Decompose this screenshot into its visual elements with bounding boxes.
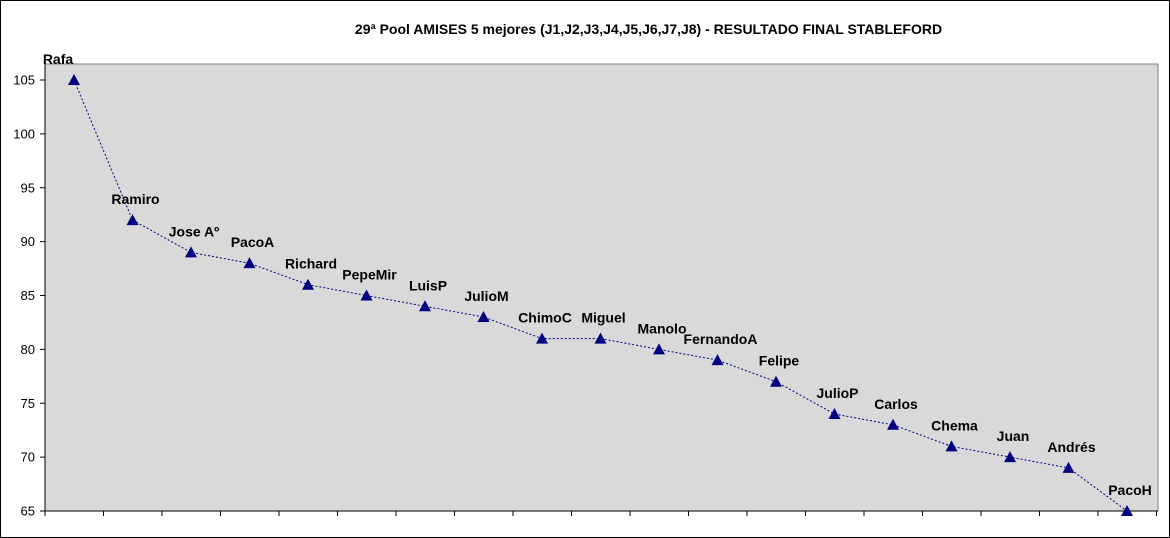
data-point-label: LuisP [409,277,447,293]
chart-title: 29ª Pool AMISES 5 mejores (J1,J2,J3,J4,J… [354,21,943,37]
data-point-label: Jose Aº [169,223,220,239]
plot-area [44,63,1159,512]
y-tick-label: 75 [21,396,35,411]
y-tick-label: 80 [21,342,35,357]
data-point-label: JulioM [464,288,508,304]
y-tick-label: 95 [21,180,35,195]
data-point-marker [945,440,958,452]
data-point-label: PepeMir [342,267,397,283]
data-point-label: Andrés [1047,439,1095,455]
y-tick-label: 90 [21,234,35,249]
data-point-marker [477,311,490,323]
y-tick-label: 105 [13,73,35,88]
data-point-marker [1121,505,1133,516]
data-point-marker [360,289,373,301]
data-point-label: Chema [931,417,978,433]
data-point-label: Miguel [581,310,625,326]
data-point-marker [302,278,314,290]
y-tick-label: 70 [21,450,35,465]
data-point-marker [1062,461,1075,473]
data-point-label: Manolo [638,320,687,336]
data-point-label: Felipe [759,353,800,369]
data-point-marker [185,246,197,258]
data-point-label: Juan [997,428,1030,444]
series-layer: Rafa Ramiro Jose Aº PacoA Richard PepeMir Luis… [43,51,1152,516]
data-point-marker [887,418,899,430]
x-axis [44,510,1158,516]
data-point-label: FernandoA [684,331,758,347]
data-point-marker [243,257,256,269]
data-point-marker [711,354,724,366]
data-point-marker [828,408,841,420]
data-point-label: ChimoC [518,310,572,326]
y-tick-label: 85 [21,288,35,303]
data-point-marker [68,74,80,85]
data-point-marker [594,332,607,344]
data-point-label: Carlos [874,396,918,412]
data-point-marker [126,214,139,226]
data-point-marker [419,300,431,312]
data-point-label: PacoA [231,234,275,250]
data-point-marker [770,375,782,387]
data-point-marker [536,332,548,344]
y-axis: 65 70 75 80 85 90 95 100 105 [13,64,46,519]
data-point-label: Ramiro [111,191,159,207]
y-tick-label: 65 [21,504,35,519]
y-tick-label: 100 [13,126,35,141]
data-point-marker [1004,451,1016,463]
data-point-label: Richard [285,256,337,272]
data-point-label: Rafa [43,51,74,67]
data-point-label: PacoH [1108,482,1152,498]
data-point-marker [653,343,665,355]
data-point-label: JulioP [816,385,858,401]
